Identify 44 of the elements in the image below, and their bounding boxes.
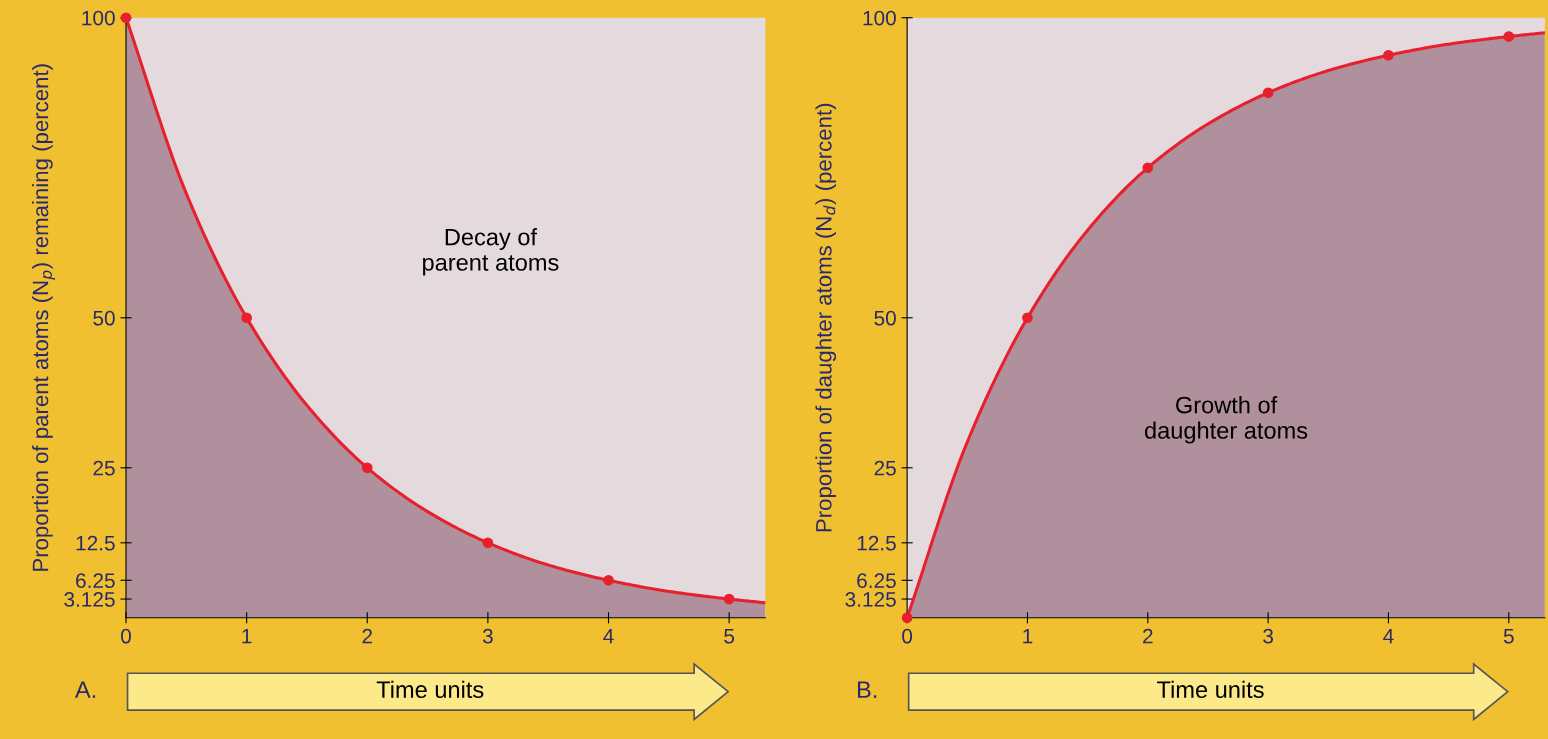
- y-tick-label: 100: [863, 10, 896, 26]
- x-tick-label: 5: [724, 628, 735, 644]
- point: [1022, 312, 1033, 324]
- x-tick-label: 2: [1143, 628, 1153, 644]
- point: [723, 593, 735, 605]
- y-tick-label: 50: [93, 310, 115, 326]
- x-tick-label: 5: [1503, 628, 1514, 644]
- text: B.: [857, 681, 877, 698]
- point: [482, 537, 494, 549]
- y-tick-label: 3.125: [64, 592, 115, 607]
- x-tick-label: 0: [902, 628, 913, 644]
- x-tick-label: 4: [1383, 628, 1394, 644]
- point: [241, 312, 252, 324]
- y-tick-label: 50: [874, 310, 896, 326]
- y-axis-title: Proportion of daughter atoms (N$_{d}$) (percent): [815, 103, 837, 532]
- point: [1142, 162, 1154, 174]
- x-tick-label: 3: [1263, 628, 1274, 644]
- y-tick-label: 25: [93, 460, 115, 476]
- y-tick-label: 25: [874, 460, 896, 476]
- x-tick-label: 1: [242, 628, 252, 644]
- y-tick-label: 3.125: [845, 592, 896, 607]
- x-axis-title: Time units: [376, 680, 484, 699]
- y-tick-label: 12.5: [857, 535, 896, 551]
- point: [361, 462, 373, 474]
- text: A.: [74, 681, 96, 698]
- x-axis-title: Time units: [1157, 680, 1264, 699]
- y-axis-title: Proportion of parent atoms (N$_{p}$) remaining (percent): [32, 64, 55, 571]
- point: [901, 612, 913, 624]
- x-tick-label: 4: [603, 628, 614, 644]
- point: [603, 574, 614, 586]
- point: [1262, 87, 1274, 99]
- x-tick-label: 0: [121, 628, 131, 644]
- point: [1383, 49, 1394, 61]
- point: [1503, 31, 1515, 42]
- y-tick-label: 100: [82, 10, 115, 26]
- annotation: Growth of daughter atoms: [1144, 396, 1308, 444]
- x-tick-label: 1: [1023, 628, 1033, 644]
- annotation: Decay of parent atoms: [423, 228, 559, 276]
- y-tick-label: 6.25: [857, 573, 896, 589]
- x-tick-label: 2: [362, 628, 373, 644]
- y-tick-label: 12.5: [76, 535, 115, 551]
- x-tick-label: 3: [482, 628, 493, 644]
- point: [120, 12, 132, 24]
- y-tick-label: 6.25: [76, 573, 115, 589]
